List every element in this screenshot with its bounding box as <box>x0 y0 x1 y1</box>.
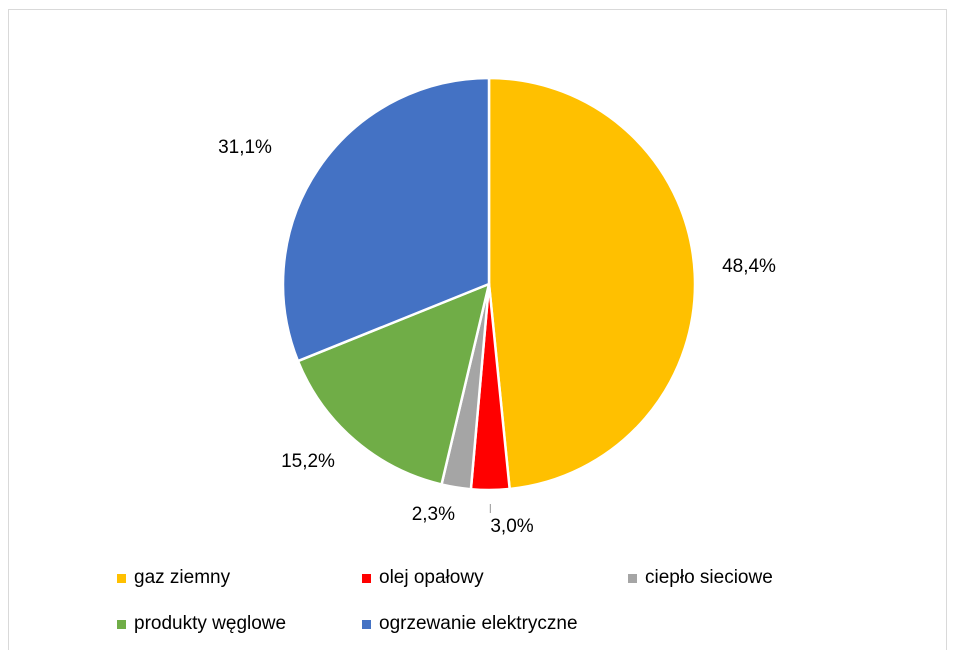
data-labels: 48,4% 3,0% 2,3% 15,2% 31,1% <box>218 137 776 537</box>
pie-slice-gaz-ziemny <box>487 76 697 491</box>
pie-slices <box>281 76 697 492</box>
pie-slice-produkty-weglowe <box>296 282 491 486</box>
data-label-cieplo-sieciowe: 2,3% <box>412 504 455 525</box>
data-label-olej-opalowy: 3,0% <box>490 516 533 537</box>
data-label-gaz-ziemny: 48,4% <box>722 256 776 277</box>
pie-slice-ogrzewanie-elektryczne <box>281 76 491 363</box>
data-label-produkty-weglowe: 15,2% <box>281 451 335 472</box>
data-label-ogrzewanie-elektryczne: 31,1% <box>218 137 272 158</box>
